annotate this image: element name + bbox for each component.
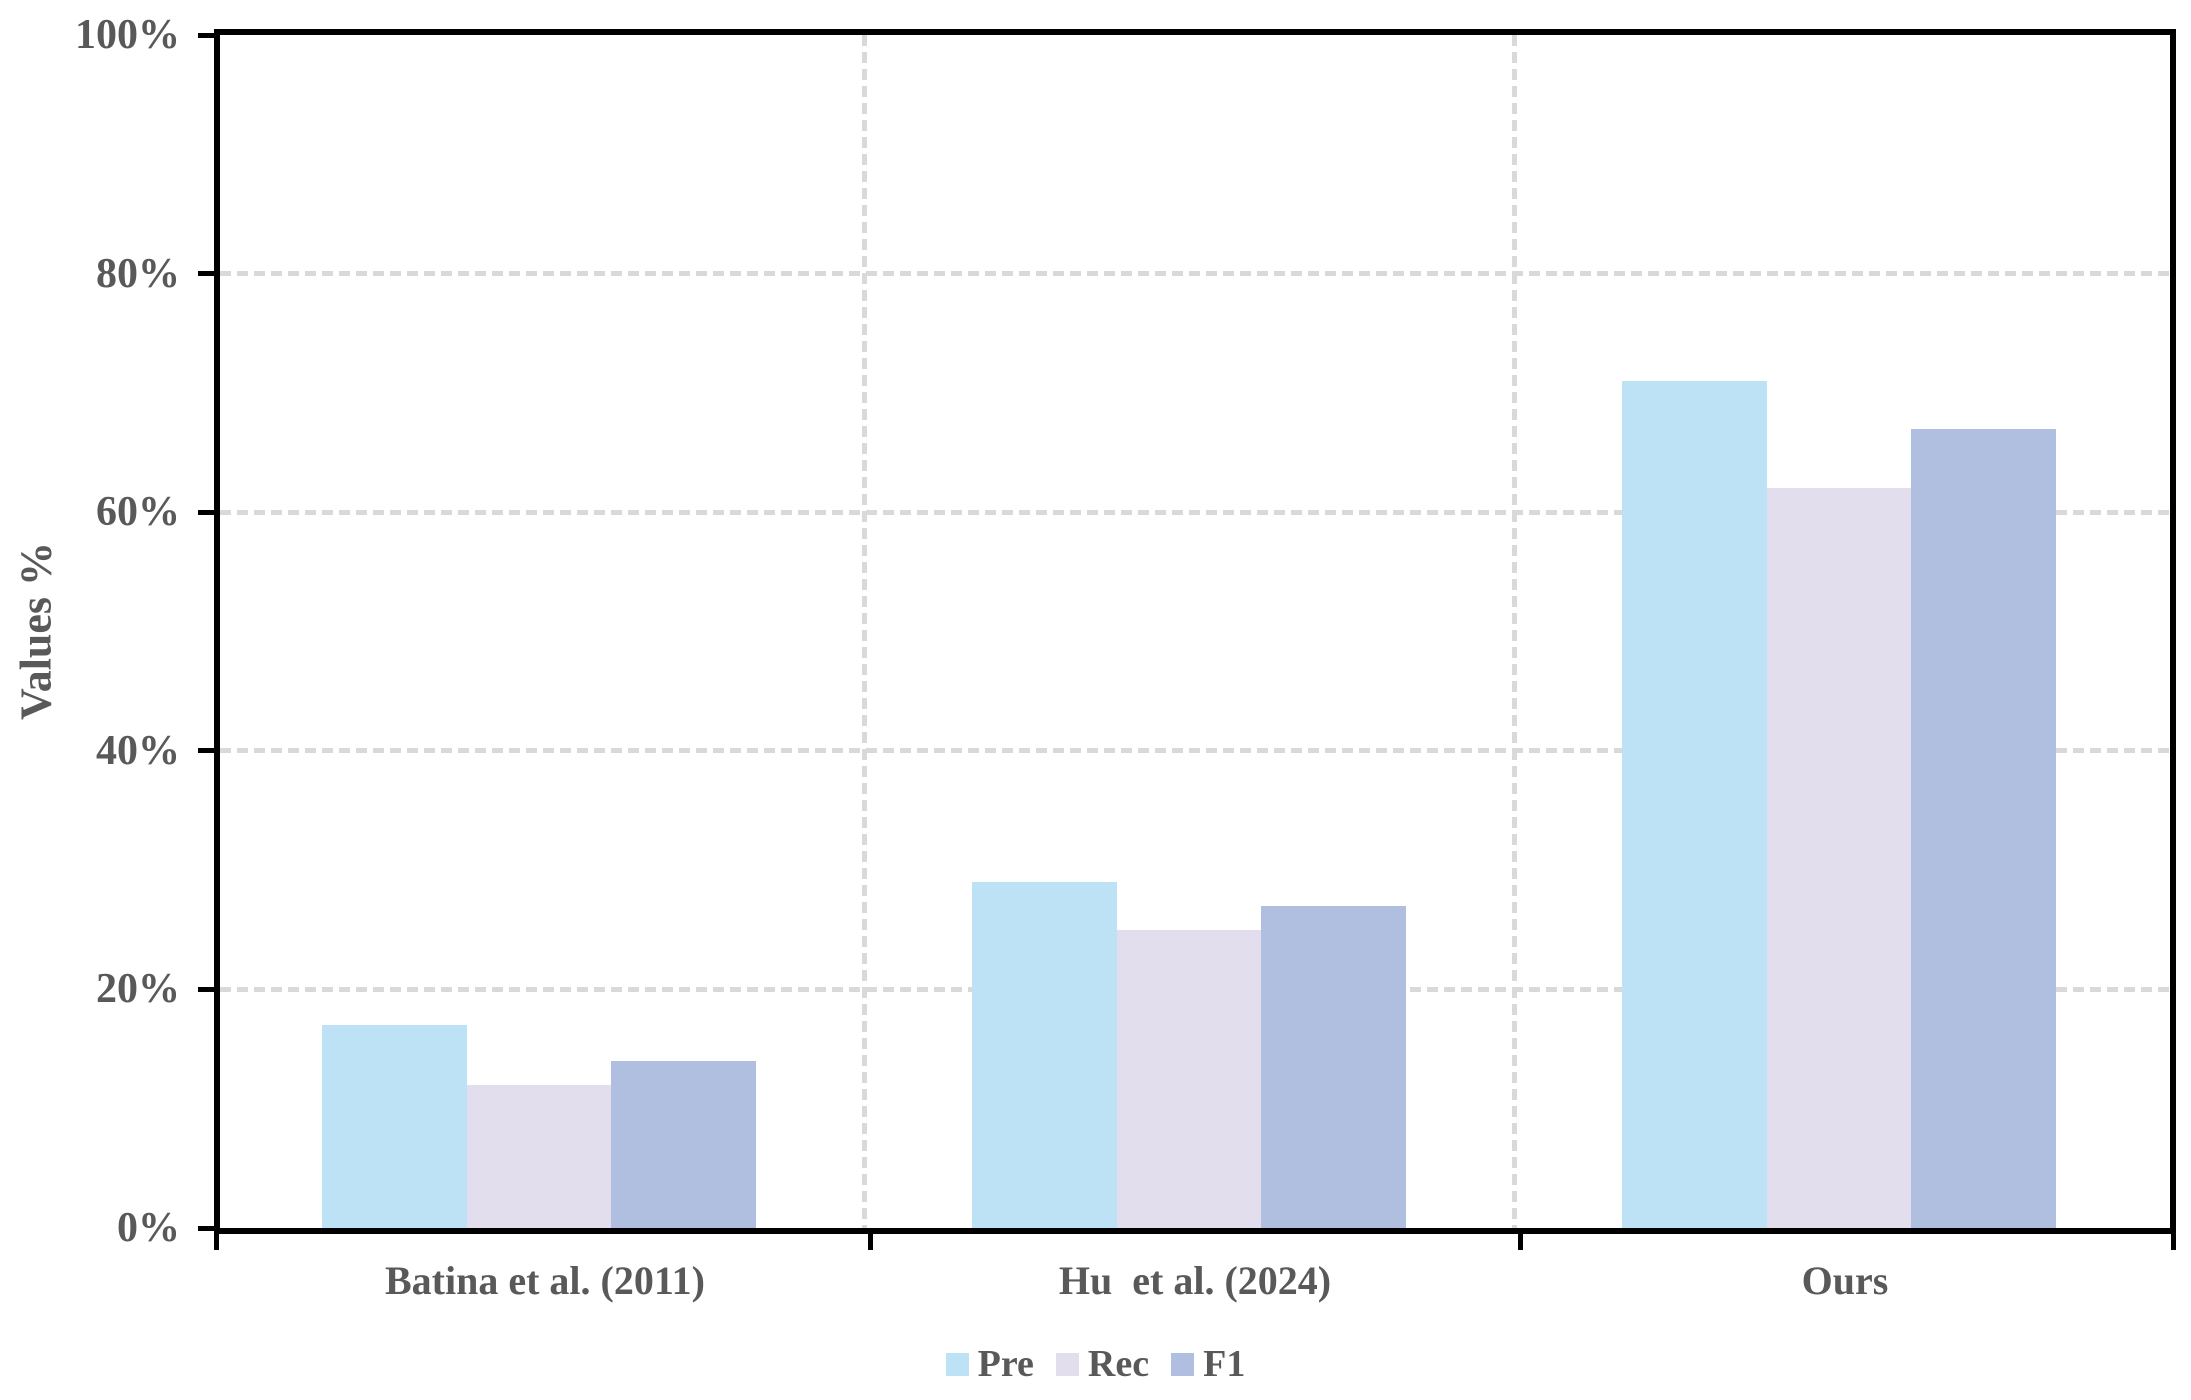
bar-group-hu-et-al-2024 [864, 35, 1514, 1228]
legend-swatch-f1 [1171, 1352, 1195, 1376]
legend: Pre Rec F1 [0, 1344, 2191, 1384]
x-axis-tick-2 [1517, 1234, 1523, 1250]
gridline-h-60 [220, 509, 2170, 515]
legend-item-pre: Pre [945, 1343, 1034, 1385]
bar-group-ours [1514, 35, 2164, 1228]
legend-swatch-pre [945, 1352, 969, 1376]
y-axis-tick-80 [198, 271, 214, 277]
bar-pre-hu-et-al-2024 [971, 882, 1117, 1228]
gridline-v-2 [1511, 35, 1517, 1228]
x-category-label-hu-et-al-2024: Hu et al. (2024) [1058, 1258, 1332, 1303]
legend-label-f1: F1 [1203, 1343, 1246, 1385]
gridline-v-1 [861, 35, 867, 1228]
y-axis-label-60: 60% [96, 489, 180, 536]
x-axis-tick-3 [2171, 1234, 2176, 1250]
y-axis-label-20: 20% [96, 966, 180, 1013]
plot-area [214, 29, 2176, 1234]
y-axis-label-40: 40% [96, 727, 180, 774]
y-axis-tick-100 [198, 32, 214, 38]
y-axis-tick-40 [198, 748, 214, 754]
y-axis-title: Values % [11, 541, 61, 721]
bar-rec-hu-et-al-2024 [1116, 929, 1262, 1228]
y-axis-tick-60 [198, 509, 214, 515]
y-axis-tick-20 [198, 986, 214, 992]
y-axis-label-80: 80% [96, 250, 180, 297]
bar-pre-ours [1621, 380, 1767, 1228]
y-axis-tick-0 [198, 1225, 214, 1231]
bar-pre-batina-et-al-2011 [321, 1025, 467, 1228]
bar-rec-ours [1766, 488, 1912, 1228]
legend-swatch-rec [1055, 1352, 1079, 1376]
legend-item-rec: Rec [1055, 1343, 1150, 1385]
bar-f1-ours [1911, 428, 2057, 1228]
bar-f1-hu-et-al-2024 [1261, 905, 1407, 1228]
x-category-label-batina-et-al-2011: Batina et al. (2011) [385, 1258, 705, 1303]
gridline-h-80 [220, 271, 2170, 277]
x-category-label-ours: Ours [1801, 1258, 1889, 1303]
x-axis-tick-1 [867, 1234, 873, 1250]
y-axis-label-0: 0% [117, 1205, 180, 1251]
legend-label-rec: Rec [1087, 1343, 1150, 1385]
bar-group-batina-et-al-2011 [214, 35, 864, 1228]
bar-rec-batina-et-al-2011 [466, 1084, 612, 1228]
legend-item-f1: F1 [1171, 1344, 1245, 1384]
bar-f1-batina-et-al-2011 [611, 1060, 757, 1228]
y-axis-label-100: 100% [75, 12, 180, 58]
legend-label-pre: Pre [977, 1343, 1034, 1385]
x-axis-tick-0 [214, 1234, 219, 1250]
gridline-h-40 [220, 748, 2170, 754]
